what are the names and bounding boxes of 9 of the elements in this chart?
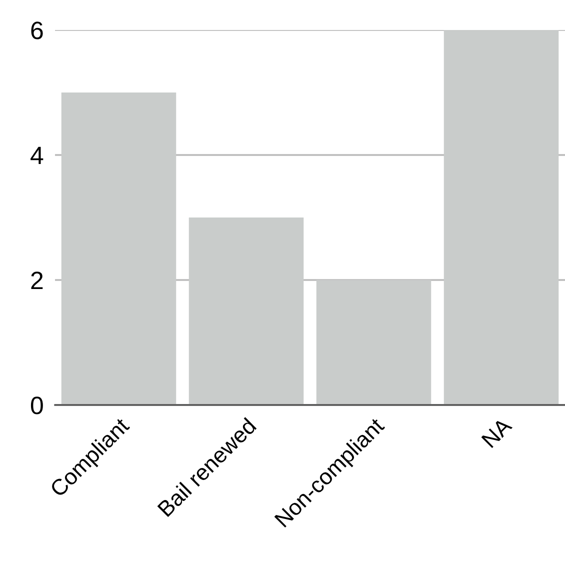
y-tick-label: 2 [31, 272, 43, 290]
bar [444, 30, 559, 405]
bar [316, 280, 432, 405]
bar [188, 218, 304, 405]
y-tick-label: 0 [30, 396, 43, 414]
bar [61, 92, 176, 405]
y-tick-label: 4 [30, 146, 44, 164]
x-tick-label: NA [481, 416, 513, 448]
y-tick-label: 6 [31, 22, 43, 40]
